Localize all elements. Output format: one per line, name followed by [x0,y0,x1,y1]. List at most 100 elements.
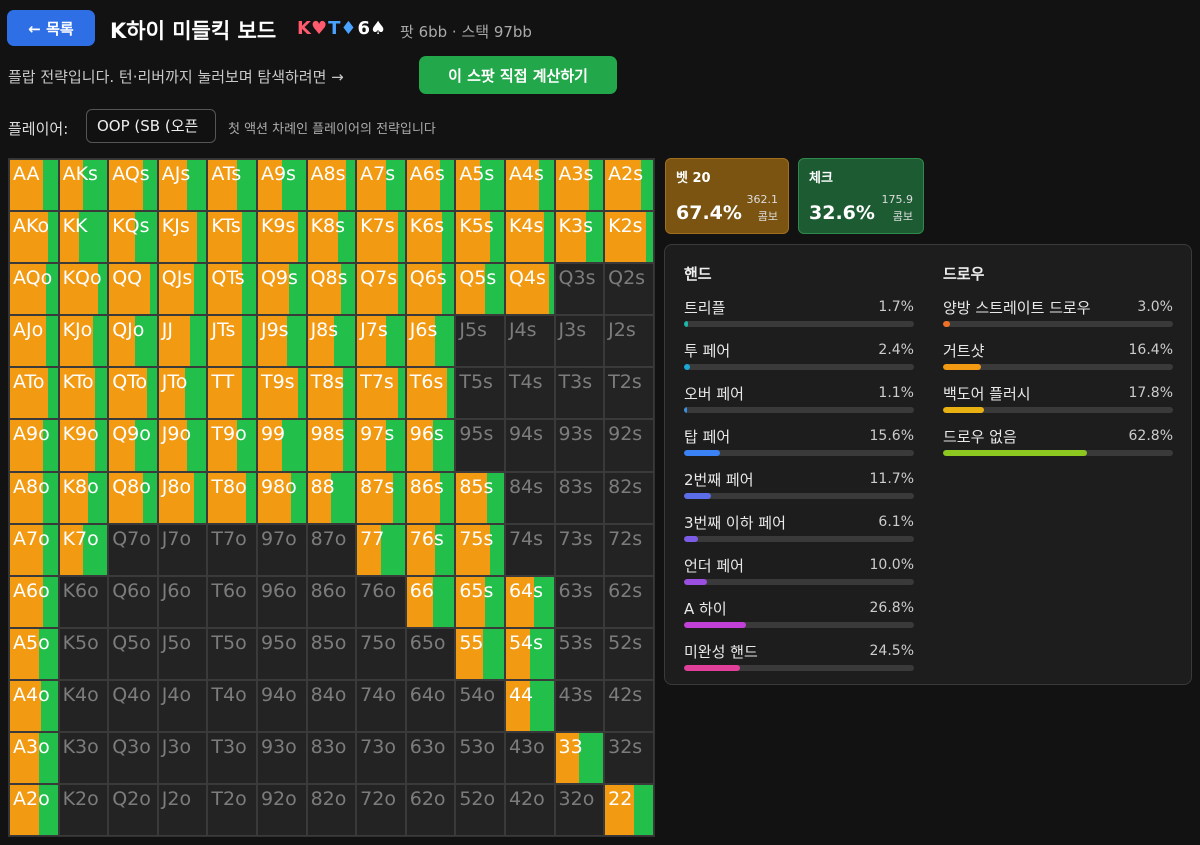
hand-cell[interactable]: K8s [306,211,357,264]
hand-cell[interactable]: 64o [405,679,456,733]
hand-cell[interactable]: Q5s [455,263,505,316]
hand-cell[interactable]: QTo [108,367,158,420]
hand-cell[interactable]: A8s [306,159,357,212]
hand-cell[interactable]: K5s [455,211,505,264]
hand-cell[interactable]: T2s [604,367,654,420]
hand-cell[interactable]: J2o [157,784,208,837]
hand-cell[interactable]: A5o [9,627,59,680]
hand-cell[interactable]: J5o [157,627,208,680]
hand-cell[interactable]: 53s [554,627,605,680]
hand-cell[interactable]: QTs [207,263,257,316]
hand-cell[interactable]: ATs [207,159,257,212]
action-card-bet[interactable]: 벳 20 362.1 콤보 67.4% [665,158,789,234]
hand-cell[interactable]: 62s [604,575,654,628]
hand-cell[interactable]: ATo [9,367,59,420]
calculate-spot-button[interactable]: 이 스팟 직접 계산하기 [419,56,617,94]
hand-cell[interactable]: K9s [256,211,307,264]
hand-cell[interactable]: A7s [356,159,406,212]
hand-cell[interactable]: K8o [58,471,109,524]
back-button[interactable]: ← 목록 [7,10,95,46]
hand-cell[interactable]: 65o [405,627,456,680]
hand-cell[interactable]: 92s [604,419,654,472]
hand-cell[interactable]: 63o [405,732,456,785]
hand-cell[interactable]: 22 [604,784,654,837]
hand-cell[interactable]: 99 [256,419,307,472]
hand-cell[interactable]: 33 [554,732,605,785]
hand-cell[interactable]: 92o [256,784,307,837]
hand-cell[interactable]: T7o [207,523,257,576]
hand-cell[interactable]: 88 [306,471,357,524]
hand-cell[interactable]: K3s [554,211,605,264]
hand-cell[interactable]: QJs [157,263,208,316]
hand-cell[interactable]: JTs [207,315,257,368]
hand-cell[interactable]: QQ [108,263,158,316]
hand-cell[interactable]: 85o [306,627,357,680]
hand-cell[interactable]: 96o [256,575,307,628]
hand-cell[interactable]: 42o [504,784,555,837]
hand-cell[interactable]: Q2o [108,784,158,837]
hand-cell[interactable]: T6o [207,575,257,628]
hand-cell[interactable]: J7o [157,523,208,576]
hand-cell[interactable]: K5o [58,627,109,680]
hand-cell[interactable]: Q8s [306,263,357,316]
hand-cell[interactable]: Q7s [356,263,406,316]
hand-cell[interactable]: T9o [207,419,257,472]
hand-cell[interactable]: A9o [9,419,59,472]
hand-cell[interactable]: 32s [604,732,654,785]
hand-cell[interactable]: 87o [306,523,357,576]
hand-cell[interactable]: 76o [356,575,406,628]
hand-cell[interactable]: 86s [405,471,456,524]
hand-cell[interactable]: T6s [405,367,456,420]
hand-cell[interactable]: 43s [554,679,605,733]
hand-cell[interactable]: Q6s [405,263,456,316]
hand-cell[interactable]: KQs [108,211,158,264]
hand-cell[interactable]: 94o [256,679,307,733]
hand-cell[interactable]: Q3s [554,263,605,316]
hand-cell[interactable]: Q3o [108,732,158,785]
hand-cell[interactable]: K6o [58,575,109,628]
hand-cell[interactable]: 55 [455,627,505,680]
hand-cell[interactable]: K2o [58,784,109,837]
hand-cell[interactable]: T4o [207,679,257,733]
hand-cell[interactable]: 72o [356,784,406,837]
hand-cell[interactable]: A8o [9,471,59,524]
hand-cell[interactable]: A3o [9,732,59,785]
hand-cell[interactable]: Q6o [108,575,158,628]
hand-cell[interactable]: 93o [256,732,307,785]
hand-cell[interactable]: K7o [58,523,109,576]
hand-cell[interactable]: 64s [504,575,555,628]
hand-cell[interactable]: Q9o [108,419,158,472]
hand-cell[interactable]: 54s [504,627,555,680]
hand-cell[interactable]: 87s [356,471,406,524]
hand-cell[interactable]: T5s [455,367,505,420]
hand-cell[interactable]: 97s [356,419,406,472]
hand-cell[interactable]: A4s [504,159,555,212]
hand-cell[interactable]: QJo [108,315,158,368]
hand-cell[interactable]: 43o [504,732,555,785]
hand-cell[interactable]: J6o [157,575,208,628]
hand-cell[interactable]: Q8o [108,471,158,524]
hand-cell[interactable]: KJo [58,315,109,368]
hand-cell[interactable]: KTs [207,211,257,264]
hand-cell[interactable]: AQo [9,263,59,316]
hand-cell[interactable]: 98o [256,471,307,524]
hand-cell[interactable]: 54o [455,679,505,733]
hand-cell[interactable]: 42s [604,679,654,733]
hand-cell[interactable]: 65s [455,575,505,628]
hand-cell[interactable]: T8s [306,367,357,420]
hand-cell[interactable]: T3s [554,367,605,420]
hand-cell[interactable]: Q4o [108,679,158,733]
hand-cell[interactable]: A9s [256,159,307,212]
hand-cell[interactable]: T4s [504,367,555,420]
hand-cell[interactable]: J3o [157,732,208,785]
hand-cell[interactable]: Q4s [504,263,555,316]
hand-cell[interactable]: K7s [356,211,406,264]
hand-cell[interactable]: AJo [9,315,59,368]
hand-cell[interactable]: J8s [306,315,357,368]
hand-cell[interactable]: T9s [256,367,307,420]
hand-cell[interactable]: A6o [9,575,59,628]
hand-cell[interactable]: AKo [9,211,59,264]
hand-cell[interactable]: 53o [455,732,505,785]
hand-cell[interactable]: A7o [9,523,59,576]
hand-cell[interactable]: AA [9,159,59,212]
